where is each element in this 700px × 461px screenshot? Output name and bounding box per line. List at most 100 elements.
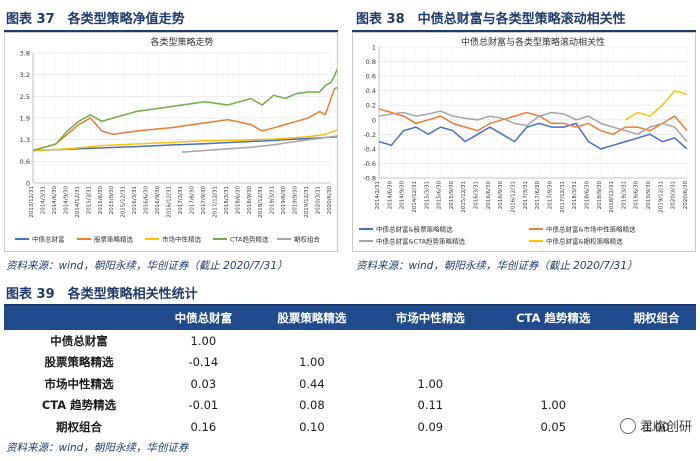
y-tick-label: -0.8 — [363, 175, 376, 183]
y-tick-label: 0.6 — [366, 73, 376, 81]
x-tick-label: 2019/9/30 — [293, 186, 299, 215]
x-tick-label: 2020/6/30 — [327, 186, 333, 215]
x-tick-label: 2017/12/31 — [212, 186, 218, 218]
y-tick-label: 2.5 — [20, 93, 30, 101]
legend-label: 市场中性精选 — [162, 235, 202, 244]
series-line — [378, 110, 688, 143]
x-tick-label: 2015/12/31 — [461, 181, 467, 213]
x-tick-label: 2015/6/30 — [98, 186, 104, 215]
series-line — [378, 108, 688, 136]
x-tick-label: 2016/3/31 — [474, 181, 480, 209]
x-tick-label: 2018/3/31 — [572, 181, 578, 209]
y-tick-label: 1 — [372, 44, 376, 52]
y-tick-label: -0.6 — [363, 160, 376, 168]
x-tick-label: 2016/12/31 — [167, 186, 173, 218]
x-tick-label: 2014/6/30 — [52, 186, 58, 215]
x-tick-label: 2016/12/31 — [511, 181, 517, 213]
x-tick-label: 2019/6/30 — [634, 181, 640, 210]
table-cell — [371, 330, 489, 352]
fig37-source: 资料来源：wind，朝阳永续，华创证券（截止 2020/7/31） — [6, 260, 288, 272]
x-tick-label: 2020/3/31 — [671, 181, 677, 209]
x-tick-label: 2016/6/30 — [144, 186, 150, 215]
x-tick-label: 2020/6/30 — [683, 181, 689, 210]
x-tick-label: 2018/9/30 — [597, 181, 603, 210]
table-cell: 0.03 — [190, 376, 217, 391]
chart38-panel: 中债总财富与各类型策略滚动相关性 1 0.8 0.6 0.4 0.2 0 -0.2 -0.4 -0… — [352, 32, 696, 252]
table-cell — [371, 352, 489, 374]
x-tick-label: 2015/9/30 — [109, 186, 115, 215]
table-cell — [617, 352, 696, 374]
table-cell — [490, 330, 618, 352]
row-label: 市场中性精选 — [44, 376, 114, 391]
table-cell — [617, 395, 696, 417]
y-tick-label: 0.6 — [20, 158, 30, 166]
x-tick-label: 2016/9/30 — [498, 181, 504, 210]
y-tick-label: 3.2 — [20, 71, 30, 79]
x-tick-label: 2015/12/31 — [121, 186, 127, 218]
x-tick-label: 2015/3/31 — [86, 186, 92, 214]
legend-label: 中债总财富 — [32, 235, 65, 244]
y-tick-label: 0.2 — [366, 102, 376, 110]
table-cell: 1.00 — [417, 376, 444, 391]
table-row: 市场中性精选 0.03 0.44 1.00 — [4, 373, 696, 395]
table-header-cell: 中债总财富 — [154, 306, 253, 330]
x-tick-label: 2015/6/30 — [437, 181, 443, 210]
x-tick-label: 2018/9/30 — [247, 186, 253, 215]
table-cell — [490, 352, 618, 374]
legend-label: CTA趋势精选 — [230, 235, 269, 244]
correlation-table: 中债总财富 股票策略精选 市场中性精选 CTA 趋势精选 期权组合 中债总财富 … — [4, 306, 696, 438]
table-cell: 0.44 — [299, 376, 325, 391]
fig38-title-rule — [352, 30, 696, 32]
fig39-source: 资料来源：wind，朝阳永续，华创证券 — [6, 442, 189, 454]
x-tick-label: 2020/3/31 — [316, 186, 322, 214]
chart37-svg: 各类型策略走势 0 0.6 1.3 1.9 2.5 3.2 3.8 2013/12/31 2014… — [15, 36, 339, 244]
table-row: CTA 趋势精选 -0.01 0.08 0.11 1.00 — [4, 395, 696, 417]
row-label: 股票策略精选 — [44, 355, 114, 370]
x-tick-label: 2016/6/30 — [486, 181, 492, 210]
fig38-source: 资料来源：wind，朝阳永续，华创证券（截止 2020/7/31） — [356, 260, 638, 272]
table-cell: 0.10 — [299, 419, 325, 434]
chart-title: 各类型策略走势 — [150, 36, 213, 48]
table-header-cell: 期权组合 — [617, 306, 696, 330]
wechat-icon — [619, 418, 636, 434]
x-tick-label: 2014/6/30 — [387, 181, 393, 210]
x-tick-label: 2018/12/31 — [609, 181, 615, 213]
series-line — [32, 67, 339, 152]
table-cell: 0.08 — [299, 398, 325, 413]
x-tick-label: 2014/2/31 — [375, 181, 381, 209]
x-tick-label: 2017/3/31 — [523, 181, 529, 209]
x-tick-label: 2015/3/31 — [424, 181, 430, 209]
x-tick-label: 2019/12/31 — [304, 186, 310, 218]
table-header-cell: 市场中性精选 — [371, 306, 490, 330]
table-row: 股票策略精选 -0.14 1.00 — [4, 352, 696, 374]
y-tick-label: -0.4 — [363, 145, 376, 153]
table-cell: 0.05 — [540, 419, 567, 434]
table-cell: 1.00 — [190, 333, 217, 348]
table-header-cell: CTA 趋势精选 — [489, 306, 618, 330]
x-tick-label: 2019/3/31 — [270, 186, 276, 214]
fig37-title-rule — [4, 30, 338, 32]
table-cell — [617, 373, 696, 395]
x-tick-label: 2017/6/30 — [189, 186, 195, 215]
series-line — [625, 89, 688, 121]
table-cell: 1.00 — [299, 355, 325, 370]
y-tick-label: 1.3 — [20, 136, 30, 144]
x-tick-label: 2019/12/31 — [658, 181, 664, 213]
series-line — [32, 128, 339, 152]
legend-label: 中债总财富&股票策略精选 — [376, 225, 453, 234]
y-tick-label: 0 — [26, 180, 30, 188]
fig39-title-rule — [4, 304, 696, 306]
y-tick-label: 0.4 — [366, 87, 376, 95]
y-tick-label: 3.8 — [20, 50, 30, 58]
legend-label: 期权组合 — [294, 235, 321, 244]
chart-title: 中债总财富与各类型策略滚动相关性 — [461, 36, 605, 48]
table-header-cell: 股票策略精选 — [252, 306, 372, 330]
series-line — [32, 86, 339, 152]
x-tick-label: 2014/3/31 — [40, 186, 46, 214]
x-tick-label: 2014/9/30 — [400, 181, 406, 210]
table-cell: 1.00 — [540, 398, 567, 413]
table-cell: 0.11 — [417, 398, 444, 413]
x-tick-label: 2017/9/30 — [201, 186, 207, 215]
y-tick-label: -0.2 — [363, 131, 376, 139]
table-cell — [490, 373, 618, 395]
